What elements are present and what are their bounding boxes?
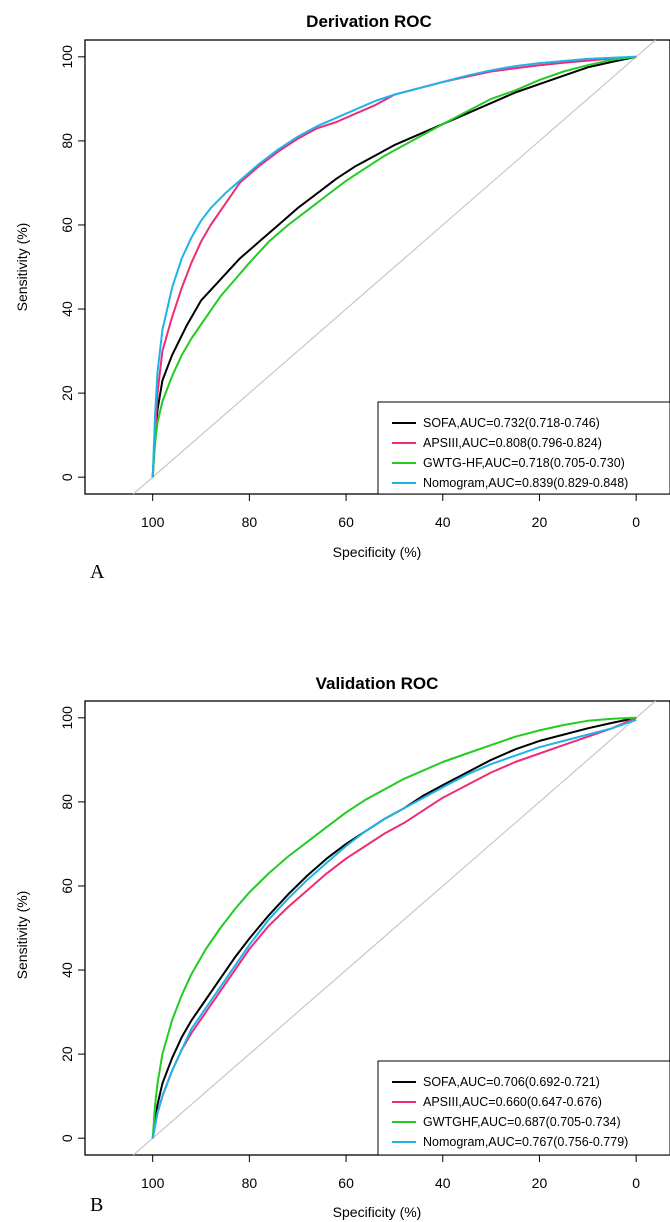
roc-curve-series-2 [151,55,637,478]
reference-diagonal-line [132,39,656,495]
legend-entry-label: GWTG-HF,AUC=0.718(0.705-0.730) [423,456,625,470]
x-tick-label: 40 [435,514,451,530]
x-axis-label: Specificity (%) [333,1204,422,1220]
reference-diagonal-group [132,700,656,1156]
y-tick-label: 40 [59,962,75,978]
y-tick-label: 100 [59,45,75,69]
y-tick-label: 60 [59,217,75,233]
chart-title: Validation ROC [316,674,439,693]
y-tick-label: 40 [59,301,75,317]
legend-entry-label: SOFA,AUC=0.732(0.718-0.746) [423,416,600,430]
x-axis-label: Specificity (%) [333,544,422,560]
x-tick-label: 80 [242,1175,258,1191]
roc-curve-series-1 [151,716,637,1139]
series-group [151,55,637,478]
reference-diagonal-group [132,39,656,495]
x-tick-label: 100 [141,514,165,530]
x-tick-label: 0 [632,1175,640,1191]
roc-curve-series-3 [151,55,637,478]
y-axis-label: Sensitivity (%) [14,891,30,980]
roc-curve-series-4 [151,718,637,1139]
roc-curve-series-3 [151,716,637,1139]
y-tick-label: 0 [59,1134,75,1142]
x-tick-label: 20 [532,514,548,530]
x-axis: 100 80 60 40 20 0 [141,1155,640,1191]
x-tick-label: 60 [338,1175,354,1191]
y-tick-label: 20 [59,1046,75,1062]
roc-curve-series-1 [151,55,637,478]
y-tick-label: 100 [59,706,75,730]
legend: SOFA,AUC=0.706(0.692-0.721) APSIII,AUC=0.… [377,1060,670,1156]
y-tick-label: 60 [59,878,75,894]
legend-entry-label: SOFA,AUC=0.706(0.692-0.721) [423,1075,600,1089]
panel-label: A [90,561,105,583]
x-tick-label: 0 [632,514,640,530]
legend-entry-label: APSIII,AUC=0.808(0.796-0.824) [423,436,602,450]
x-axis: 100 80 60 40 20 0 [141,494,640,530]
y-tick-label: 20 [59,385,75,401]
x-tick-label: 80 [242,514,258,530]
y-tick-label: 0 [59,473,75,481]
legend-entry-label: Nomogram,AUC=0.767(0.756-0.779) [423,1135,628,1149]
roc-curve-series-4 [151,55,637,478]
legend-entry-label: APSIII,AUC=0.660(0.647-0.676) [423,1095,602,1109]
x-tick-label: 100 [141,1175,165,1191]
y-axis-label: Sensitivity (%) [14,223,30,312]
legend-box [377,401,670,495]
chart-title: Derivation ROC [306,12,432,31]
x-tick-label: 60 [338,514,354,530]
reference-diagonal-line [132,700,656,1156]
y-axis: 0 20 40 60 80 100 [59,45,85,481]
y-tick-label: 80 [59,794,75,810]
legend-entry-label: GWTGHF,AUC=0.687(0.705-0.734) [423,1115,621,1129]
y-axis: 0 20 40 60 80 100 [59,706,85,1142]
legend: SOFA,AUC=0.732(0.718-0.746) APSIII,AUC=0.… [377,401,670,495]
x-tick-label: 40 [435,1175,451,1191]
panel-label: B [90,1194,103,1216]
x-tick-label: 20 [532,1175,548,1191]
legend-box [377,1060,670,1156]
series-group [151,716,637,1139]
legend-entry-label: Nomogram,AUC=0.839(0.829-0.848) [423,476,628,490]
y-tick-label: 80 [59,133,75,149]
